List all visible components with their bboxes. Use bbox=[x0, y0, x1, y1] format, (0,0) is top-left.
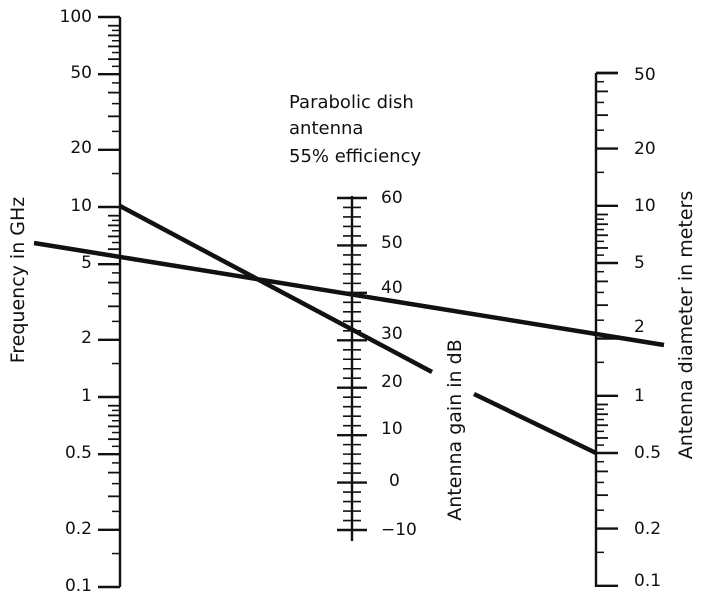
diameter-tick-labels: 50 20 10 5 2 1 0.5 0.2 0.1 bbox=[634, 65, 661, 591]
frequency-scale: 100 50 20 10 5 2 1 0.5 0.2 0.1 bbox=[60, 7, 122, 596]
gain-axis-title: Antenna gain in dB bbox=[444, 339, 466, 520]
gain-label-10: 10 bbox=[381, 419, 403, 439]
diameter-label-1: 1 bbox=[634, 386, 645, 406]
diameter-label-5: 5 bbox=[634, 253, 645, 273]
frequency-tick-labels: 100 50 20 10 5 2 1 0.5 0.2 0.1 bbox=[60, 7, 92, 596]
frequency-label-20: 20 bbox=[70, 138, 92, 158]
frequency-label-50: 50 bbox=[70, 63, 92, 83]
gain-tick-labels: 60 50 40 30 20 10 0 −10 bbox=[381, 188, 417, 540]
diameter-scale: 50 20 10 5 2 1 0.5 0.2 0.1 bbox=[594, 65, 661, 591]
gain-label-minus-10: −10 bbox=[381, 520, 417, 540]
diameter-label-0.1: 0.1 bbox=[634, 571, 661, 591]
diameter-label-0.2: 0.2 bbox=[634, 519, 661, 539]
frequency-label-2: 2 bbox=[81, 328, 92, 348]
example-line-10ghz-0.5m bbox=[118, 204, 434, 374]
gain-scale: 60 50 40 30 20 10 0 −10 bbox=[337, 188, 417, 541]
diameter-label-20: 20 bbox=[634, 139, 656, 159]
frequency-label-0.2: 0.2 bbox=[65, 519, 92, 539]
gain-label-30: 30 bbox=[381, 324, 403, 344]
diameter-label-10: 10 bbox=[634, 196, 656, 216]
title-line-2: antenna bbox=[289, 118, 363, 139]
frequency-axis-title: Frequency in GHz bbox=[7, 197, 29, 364]
gain-ticks bbox=[337, 196, 367, 532]
frequency-label-10: 10 bbox=[70, 196, 92, 216]
diameter-label-50: 50 bbox=[634, 65, 656, 85]
frequency-ticks bbox=[98, 15, 120, 589]
example-line-5.5ghz-2m bbox=[33, 240, 665, 348]
gain-label-50: 50 bbox=[381, 233, 403, 253]
nomogram-title: Parabolic dish antenna 55% efficiency bbox=[289, 92, 421, 167]
title-line-3: 55% efficiency bbox=[289, 146, 421, 167]
frequency-label-100: 100 bbox=[60, 7, 92, 27]
gain-label-60: 60 bbox=[381, 188, 403, 208]
gain-label-0: 0 bbox=[389, 471, 400, 491]
frequency-label-5: 5 bbox=[81, 253, 92, 273]
diameter-label-0.5: 0.5 bbox=[634, 443, 661, 463]
example-lines bbox=[33, 204, 665, 456]
title-line-1: Parabolic dish bbox=[289, 92, 414, 113]
frequency-label-0.1: 0.1 bbox=[65, 576, 92, 596]
diameter-label-2: 2 bbox=[634, 317, 645, 337]
frequency-label-1: 1 bbox=[81, 386, 92, 406]
diameter-axis-title: Antenna diameter in meters bbox=[675, 191, 697, 460]
gain-label-20: 20 bbox=[381, 372, 403, 392]
diameter-ticks bbox=[596, 71, 618, 588]
example-line-10ghz-0.5m-lower bbox=[473, 391, 597, 456]
gain-label-40: 40 bbox=[381, 278, 403, 298]
frequency-label-0.5: 0.5 bbox=[65, 443, 92, 463]
